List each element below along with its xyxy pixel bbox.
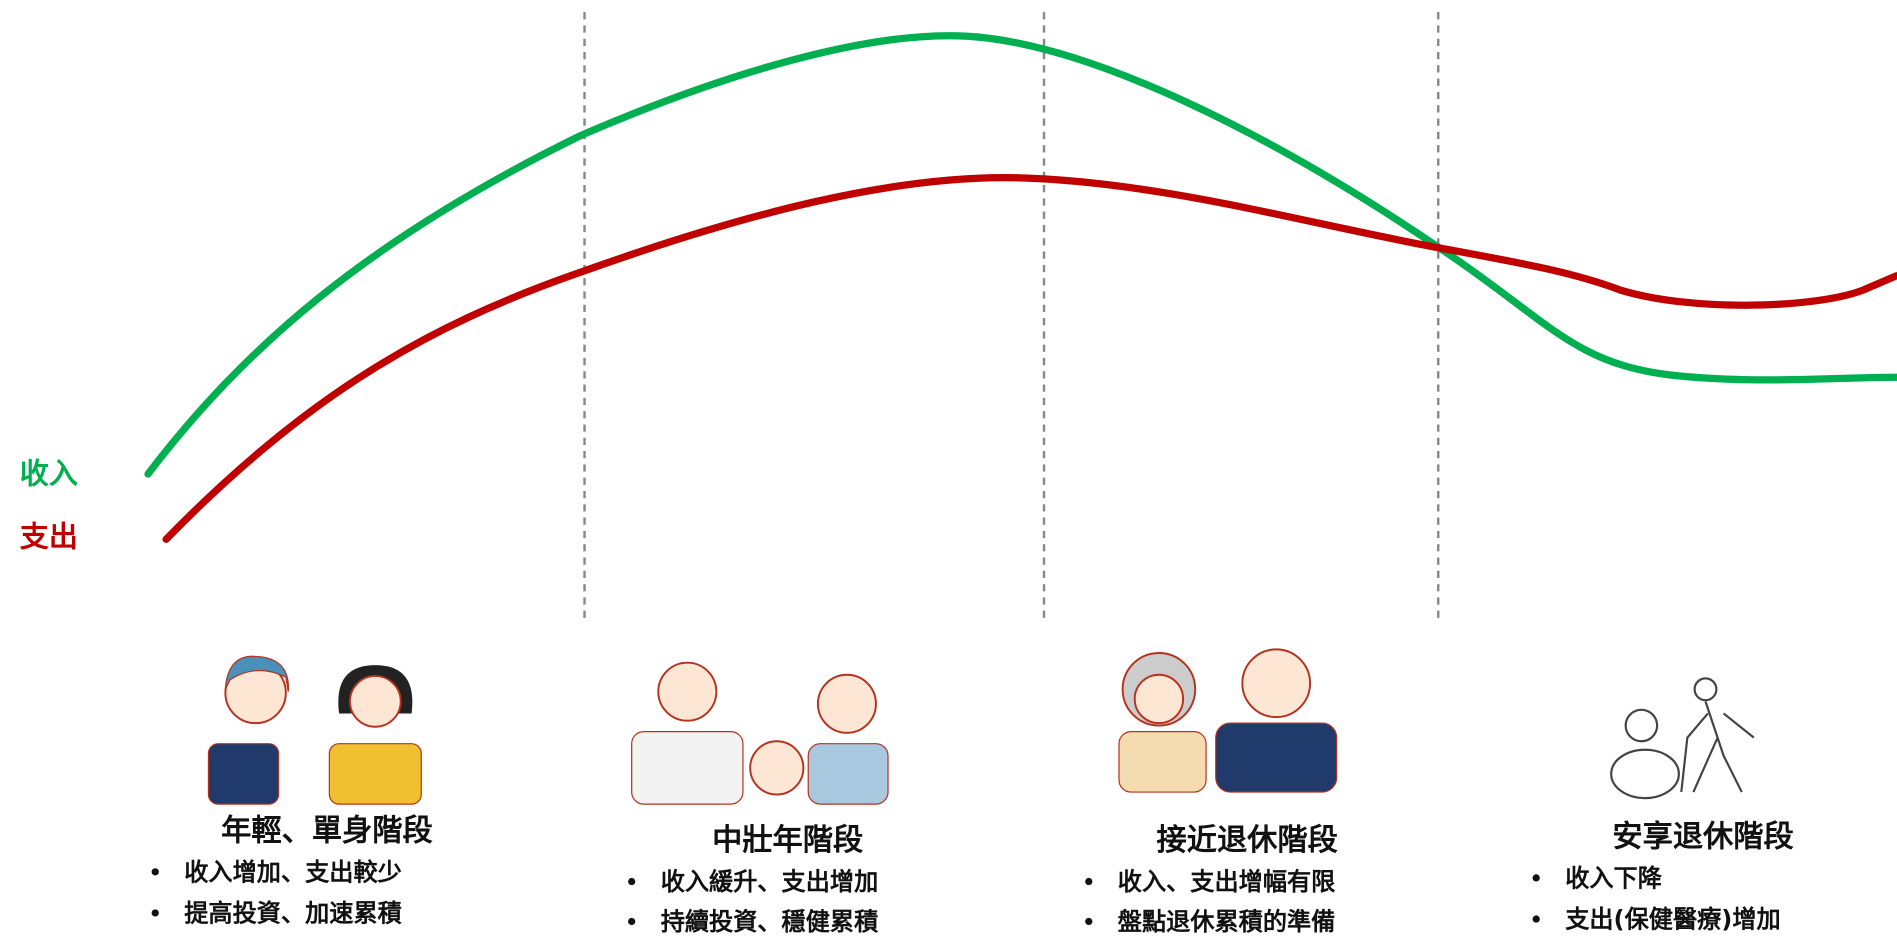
stage-title: 年輕、單身階段 bbox=[221, 812, 433, 848]
legend-income: 收入 bbox=[20, 457, 78, 491]
bullet-dot bbox=[628, 917, 636, 926]
bullet-dot bbox=[1085, 877, 1093, 886]
stage-bullet: 收入緩升、支出增加 bbox=[661, 868, 879, 896]
income-curve bbox=[144, 32, 1897, 478]
bullet-dot bbox=[151, 868, 159, 876]
stage-bullet: 收入下降 bbox=[1565, 864, 1663, 892]
stage-bullet: 持續投資、穩健累積 bbox=[661, 908, 879, 936]
stage-bullet: 盤點退休累積的準備 bbox=[1118, 908, 1336, 936]
stage-title: 安享退休階段 bbox=[1612, 818, 1794, 854]
stage-bullet: 收入、支出增幅有限 bbox=[1118, 868, 1336, 896]
icon-middle bbox=[631, 661, 889, 805]
icon-young bbox=[207, 655, 422, 805]
legend-expense: 支出 bbox=[20, 520, 78, 554]
stage-bullet: 收入增加、支出較少 bbox=[184, 858, 402, 886]
stage-bullet: 提高投資、加速累積 bbox=[184, 899, 402, 927]
bullet-dot bbox=[1532, 915, 1540, 923]
stage-title: 接近退休階段 bbox=[1157, 822, 1339, 858]
bullet-dot bbox=[1085, 917, 1093, 926]
stage-bullet: 支出(保健醫療)增加 bbox=[1565, 905, 1780, 933]
icon-retired bbox=[1610, 677, 1755, 800]
stage-dividers bbox=[583, 12, 1440, 623]
stage-title: 中壯年階段 bbox=[712, 822, 864, 858]
bullet-dot bbox=[151, 909, 159, 917]
bullet-dot bbox=[1532, 874, 1540, 882]
expense-curve bbox=[162, 174, 1897, 543]
bullet-dot bbox=[628, 877, 636, 886]
icon-near-retire bbox=[1118, 648, 1338, 793]
